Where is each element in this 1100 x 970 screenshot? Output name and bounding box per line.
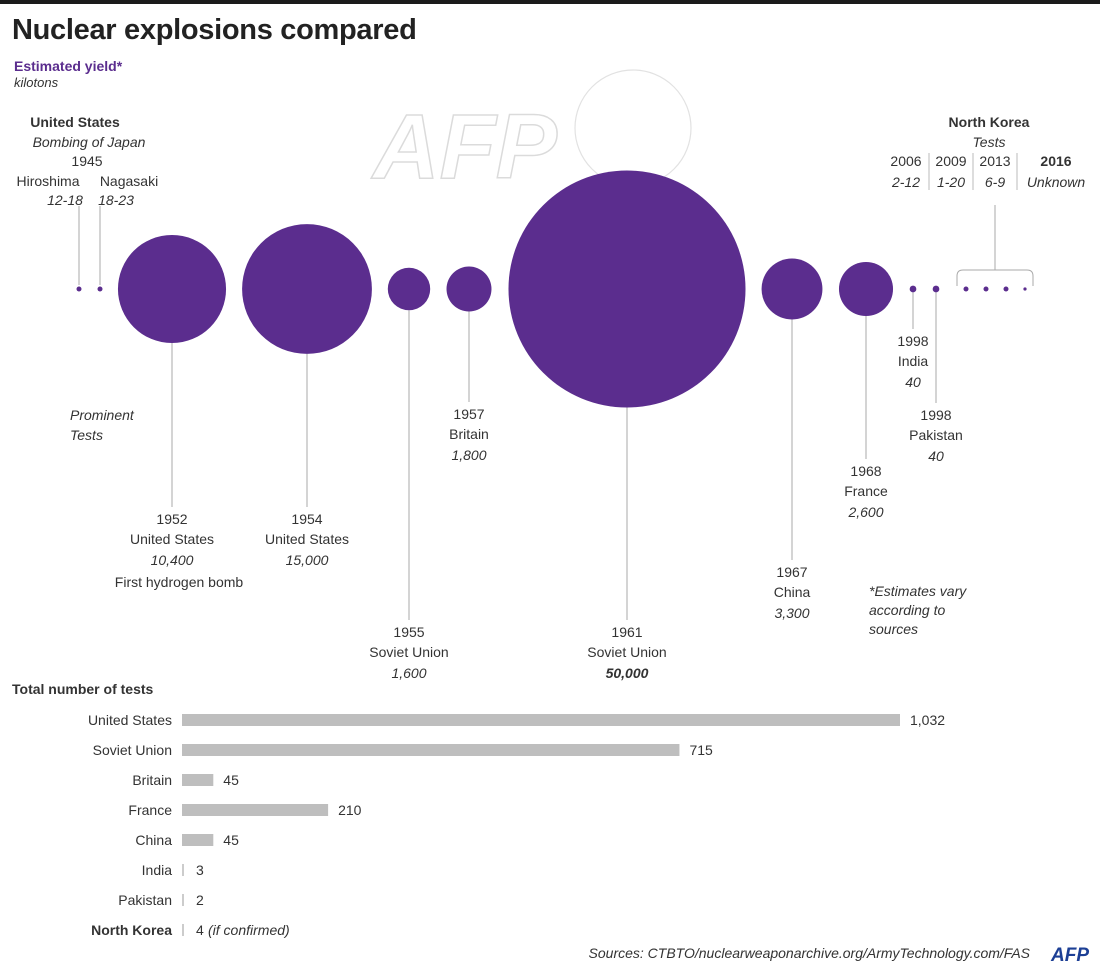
bar-china <box>182 834 214 846</box>
country-label-cn-1967: China <box>774 584 811 600</box>
year-label-su-1961: 1961 <box>611 624 642 640</box>
north-korea-title: North Korea <box>949 114 1030 130</box>
bar-soviet-union <box>182 744 680 756</box>
hiroshima-yield-label: 12-18 <box>47 192 83 208</box>
nk-yield-2006: 2-12 <box>891 174 920 190</box>
prominent-label-1: Prominent <box>70 407 135 423</box>
bar-label-soviet-union: Soviet Union <box>93 742 172 758</box>
bubble-hiroshima <box>76 286 82 292</box>
nk-year-2009: 2009 <box>935 153 966 169</box>
bar-value-britain: 45 <box>223 772 239 788</box>
bar-label-india: India <box>142 862 173 878</box>
watermark-globe-icon <box>574 69 692 187</box>
nagasaki-label: Nagasaki <box>100 173 158 189</box>
hiroshima-label: Hiroshima <box>16 173 79 189</box>
bar-value-soviet-union: 715 <box>689 742 713 758</box>
bar-chart-title: Total number of tests <box>12 681 154 697</box>
bubble-cn-1967 <box>761 258 823 320</box>
footnote-line-2: according to <box>869 602 945 618</box>
nk-bracket <box>956 269 1034 286</box>
bar-value-north-korea: 4 <box>196 922 204 938</box>
prominent-label-2: Tests <box>70 427 103 443</box>
yield-label-su-1961: 50,000 <box>606 665 649 681</box>
yield-unit-label: kilotons <box>14 75 59 90</box>
country-label-fr-1968: France <box>844 483 888 499</box>
yield-label-cn-1967: 3,300 <box>774 605 809 621</box>
yield-label-pk-1998: 40 <box>928 448 944 464</box>
footnote-line-1: *Estimates vary <box>869 583 967 599</box>
bar-france <box>182 804 329 816</box>
top-rule <box>0 0 1100 4</box>
bar-value-united-states: 1,032 <box>910 712 945 728</box>
bubble-gb-1957 <box>446 266 492 312</box>
bubble-pk-1998 <box>932 285 940 293</box>
country-label-us-1954: United States <box>265 531 349 547</box>
nk-yield-2013: 6-9 <box>985 174 1005 190</box>
bar-value-france: 210 <box>338 802 362 818</box>
nk-year-2006: 2006 <box>890 153 921 169</box>
bar-label-china: China <box>135 832 172 848</box>
nk-yield-2009: 1-20 <box>937 174 965 190</box>
bar-britain <box>182 774 214 786</box>
yield-label-in-1998: 40 <box>905 374 921 390</box>
year-label-us-1954: 1954 <box>291 511 322 527</box>
note-label-us-1952: First hydrogen bomb <box>115 574 244 590</box>
bubble-su-1955 <box>387 267 431 311</box>
bubble-us-1952 <box>117 234 227 344</box>
yield-label-gb-1957: 1,800 <box>451 447 486 463</box>
country-label-gb-1957: Britain <box>449 426 489 442</box>
bubble-fr-1968 <box>838 261 894 317</box>
country-label-pk-1998: Pakistan <box>909 427 963 443</box>
japan-country-label: United States <box>30 114 120 130</box>
japan-event-label: Bombing of Japan <box>33 134 146 150</box>
year-label-us-1952: 1952 <box>156 511 187 527</box>
bar-label-france: France <box>128 802 172 818</box>
year-label-fr-1968: 1968 <box>850 463 881 479</box>
bubble-us-1954 <box>242 224 372 354</box>
yield-measure-label: Estimated yield* <box>14 58 123 74</box>
country-label-in-1998: India <box>898 353 929 369</box>
yield-label-us-1954: 15,000 <box>286 552 329 568</box>
afp-logo: AFP <box>1050 945 1089 966</box>
yield-label-fr-1968: 2,600 <box>847 504 883 520</box>
japan-year-label: 1945 <box>71 153 102 169</box>
nk-year-2013: 2013 <box>979 153 1010 169</box>
bar-label-north-korea: North Korea <box>91 922 172 938</box>
year-label-su-1955: 1955 <box>393 624 424 640</box>
bubble-nk-2006 <box>963 286 969 292</box>
nk-year-2016: 2016 <box>1040 153 1071 169</box>
bar-value-pakistan: 2 <box>196 892 204 908</box>
bar-label-pakistan: Pakistan <box>118 892 172 908</box>
country-label-us-1952: United States <box>130 531 214 547</box>
year-label-gb-1957: 1957 <box>453 406 484 422</box>
bubble-su-1961 <box>508 170 746 408</box>
bubble-nagasaki <box>97 286 103 292</box>
yield-label-su-1955: 1,600 <box>391 665 426 681</box>
bubble-nk-2016 <box>1023 287 1027 291</box>
yield-label-us-1952: 10,400 <box>151 552 194 568</box>
north-korea-event-label: Tests <box>973 134 1006 150</box>
bubble-nk-2013 <box>1003 286 1009 292</box>
afp-watermark: AFP <box>371 96 558 198</box>
bar-united-states <box>182 714 900 726</box>
footnote-line-3: sources <box>869 621 918 637</box>
year-label-pk-1998: 1998 <box>920 407 951 423</box>
bubble-nk-2009 <box>983 286 989 292</box>
bar-label-britain: Britain <box>132 772 172 788</box>
bar-annotation-north-korea: (if confirmed) <box>208 922 290 938</box>
bubble-in-1998 <box>909 285 917 293</box>
chart-title: Nuclear explosions compared <box>12 14 417 46</box>
bar-value-india: 3 <box>196 862 204 878</box>
country-label-su-1961: Soviet Union <box>587 644 666 660</box>
bar-value-china: 45 <box>223 832 239 848</box>
country-label-su-1955: Soviet Union <box>369 644 448 660</box>
bar-label-united-states: United States <box>88 712 172 728</box>
year-label-cn-1967: 1967 <box>776 564 807 580</box>
source-text: Sources: CTBTO/nuclearweaponarchive.org/… <box>589 945 1031 961</box>
year-label-in-1998: 1998 <box>897 333 928 349</box>
nk-yield-2016: Unknown <box>1027 174 1086 190</box>
nagasaki-yield-label: 18-23 <box>98 192 134 208</box>
